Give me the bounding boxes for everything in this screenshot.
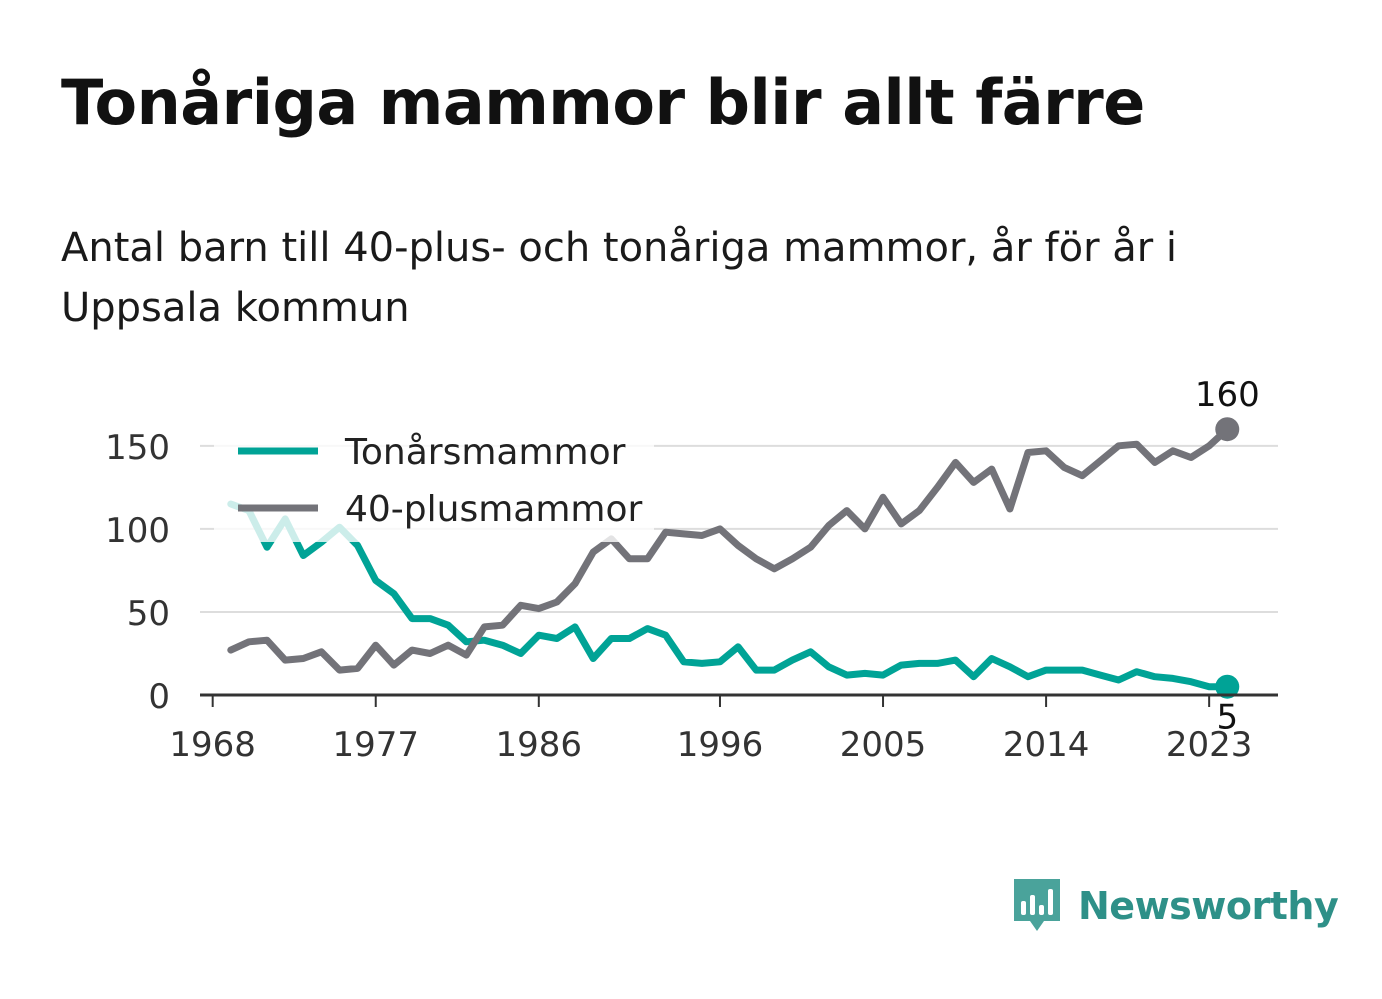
y-tick-label: 100 [105,511,170,551]
x-tick-label: 1977 [332,725,419,765]
legend-label: Tonårsmammor [344,432,626,473]
brand-name: Newsworthy [1078,884,1339,928]
series-end-marker [1215,674,1240,699]
x-tick-label: 1968 [169,725,256,765]
x-tick-label: 1996 [677,725,764,765]
y-tick-label: 150 [105,428,170,468]
end-labels: 5 160 [1195,375,1260,737]
x-tick-label: 2005 [840,725,927,765]
x-tick-label: 2014 [1003,725,1090,765]
axes: 0 50 100 150 1968 1977 1986 1996 2005 2014 2023 [105,428,1278,765]
series-lines [227,417,1240,699]
x-tick-label: 1986 [496,725,583,765]
end-label-40-plusmammor: 160 [1195,375,1260,415]
x-tick-label: 2023 [1166,725,1253,765]
chart-title: Tonåriga mammor blir allt färre [61,66,1145,139]
legend: Tonårsmammor 40-plusmammor [214,424,654,542]
bar-chart-bubble-icon [1014,879,1060,931]
y-tick-label: 50 [127,594,170,634]
series-line-40-plusmammor [227,425,1231,674]
end-label-tonarsmammor: 5 [1216,698,1238,738]
series-line-tonarsmammor [227,500,1231,691]
y-tick-label: 0 [148,677,170,717]
chart-subtitle: Antal barn till 40-plus- och tonåriga ma… [61,225,1178,331]
legend-label: 40-plusmammor [345,489,643,530]
series-end-marker [1215,417,1240,442]
legend-background [214,424,654,542]
newsworthy-logo: Newsworthy [1010,875,1339,937]
